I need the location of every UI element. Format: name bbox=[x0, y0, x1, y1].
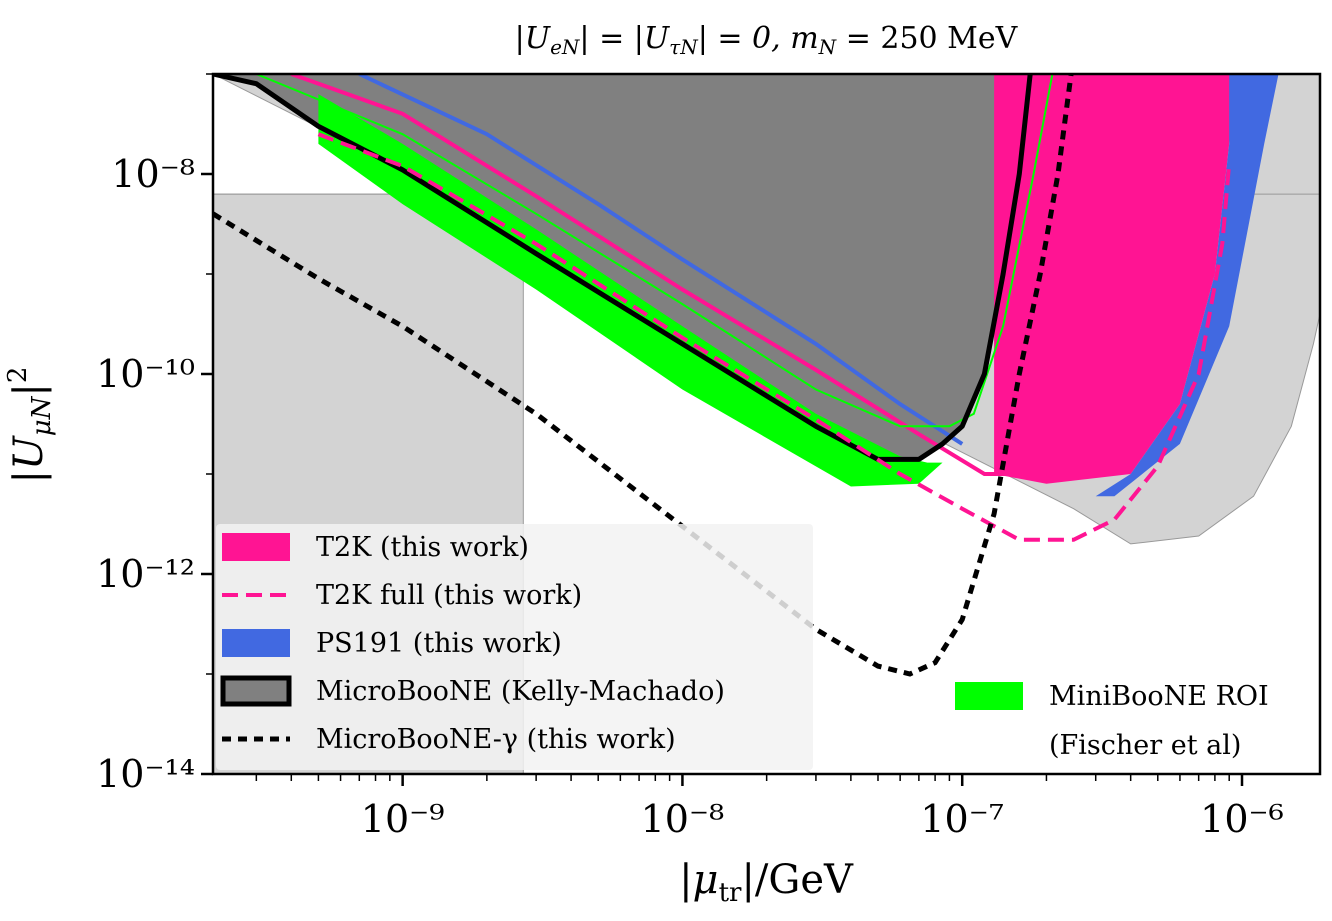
legend-label-line2: (Fischer et al) bbox=[1049, 730, 1241, 761]
ps191-layer bbox=[358, 74, 1279, 497]
legend-label: T2K full (this work) bbox=[316, 580, 582, 611]
y-tick-label: 10⁻¹⁰ bbox=[96, 352, 195, 396]
legend-swatch bbox=[955, 682, 1023, 710]
x-tick-label: 10⁻⁹ bbox=[361, 797, 445, 841]
legend-label: T2K (this work) bbox=[316, 532, 529, 563]
t2k-boundary bbox=[290, 74, 1047, 476]
x-tick-label: 10⁻⁶ bbox=[1200, 797, 1284, 841]
y-ticks: 10⁻¹⁴ 10⁻¹² 10⁻¹⁰ 10⁻⁸ bbox=[96, 73, 213, 796]
ps191-boundary bbox=[358, 74, 964, 446]
legend-miniboone: MiniBooNE ROI (Fischer et al) bbox=[955, 681, 1269, 761]
legend-label: MicroBooNE (Kelly-Machado) bbox=[316, 676, 725, 707]
t2k-layer bbox=[290, 74, 1236, 484]
x-tick-label: 10⁻⁸ bbox=[641, 797, 725, 841]
legend-label: PS191 (this work) bbox=[316, 628, 562, 659]
x-axis-label: |μtr|/GeV bbox=[679, 857, 854, 908]
y-tick-label: 10⁻⁸ bbox=[111, 152, 195, 196]
legend-main: T2K (this work) T2K full (this work) PS191… bbox=[216, 524, 813, 770]
legend-main-background bbox=[216, 524, 813, 770]
y-axis-label: |UμN|2 bbox=[3, 367, 57, 484]
y-tick-label: 10⁻¹² bbox=[96, 552, 195, 596]
lines-layer bbox=[213, 74, 1232, 677]
ps191-region bbox=[1095, 74, 1279, 497]
legend-label: MicroBooNE-γ (this work) bbox=[316, 724, 676, 755]
legend-swatch bbox=[222, 629, 290, 657]
y-tick-label: 10⁻¹⁴ bbox=[96, 752, 195, 796]
legend-swatch bbox=[220, 675, 292, 707]
x-ticks: 10⁻⁹ 10⁻⁸ 10⁻⁷ 10⁻⁶ bbox=[255, 774, 1284, 841]
legend-label: MiniBooNE ROI bbox=[1049, 681, 1269, 712]
miniboone-roi-region bbox=[318, 94, 943, 487]
chart-title: |UeN| = |UτN| = 0, mN = 250 MeV bbox=[515, 21, 1019, 59]
miniboone-roi-outline bbox=[255, 74, 1054, 428]
legend-swatch bbox=[222, 533, 290, 561]
microboone-gamma-line bbox=[213, 74, 1074, 677]
x-tick-label: 10⁻⁷ bbox=[920, 797, 1004, 841]
t2k-region bbox=[994, 74, 1236, 484]
miniboone-layer bbox=[255, 74, 1054, 487]
